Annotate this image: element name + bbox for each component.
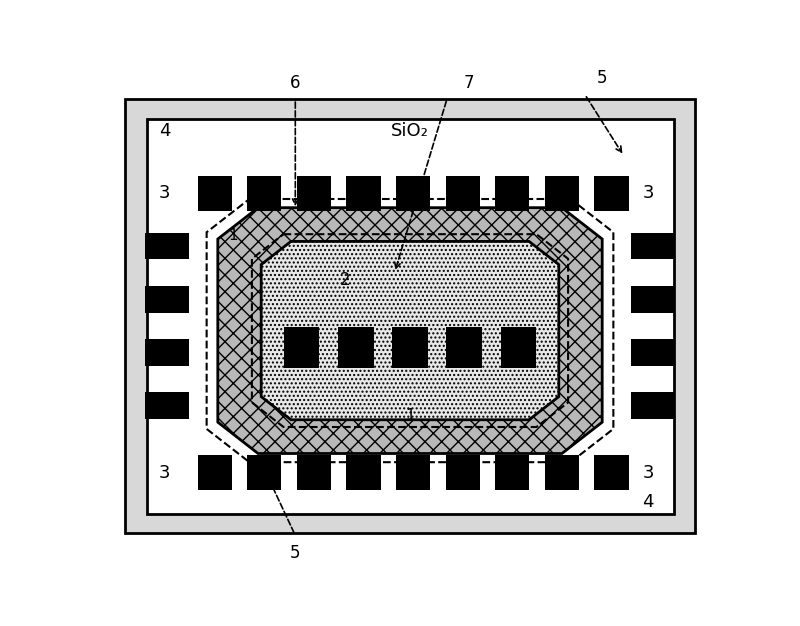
Text: 3: 3 [642, 464, 654, 482]
Bar [145, 286, 190, 312]
Text: 4: 4 [159, 121, 170, 140]
Bar [392, 327, 428, 368]
Text: 4: 4 [642, 493, 654, 511]
Bar [630, 339, 675, 366]
Text: 7: 7 [464, 74, 474, 92]
Text: 6: 6 [290, 74, 301, 92]
Bar [594, 176, 629, 210]
Bar [247, 176, 282, 210]
Bar [346, 456, 381, 490]
Bar [501, 327, 537, 368]
Polygon shape [262, 242, 558, 420]
Bar [495, 176, 530, 210]
Bar [495, 456, 530, 490]
Bar [630, 286, 675, 312]
Bar [297, 456, 331, 490]
Bar [396, 456, 430, 490]
Bar [545, 456, 579, 490]
Bar [198, 176, 232, 210]
Bar [396, 176, 430, 210]
Bar [346, 176, 381, 210]
Bar [630, 392, 675, 419]
Text: 5: 5 [597, 69, 607, 87]
Text: 1: 1 [405, 408, 415, 423]
Polygon shape [218, 208, 602, 453]
Bar [630, 233, 675, 260]
Bar [545, 176, 579, 210]
Bar [297, 176, 331, 210]
Bar [247, 456, 282, 490]
Bar [145, 392, 190, 419]
Text: 3: 3 [159, 464, 170, 482]
Text: 3: 3 [159, 184, 170, 202]
Text: 2: 2 [339, 271, 350, 289]
Bar [338, 327, 374, 368]
Text: SiO₂: SiO₂ [391, 121, 429, 140]
Bar [146, 118, 674, 514]
Bar [446, 327, 482, 368]
Bar [446, 176, 480, 210]
Text: 3: 3 [642, 184, 654, 202]
Bar [198, 456, 232, 490]
Bar [145, 233, 190, 260]
Bar [446, 456, 480, 490]
Text: 1: 1 [229, 228, 238, 243]
Bar [283, 327, 319, 368]
Text: 5: 5 [290, 543, 301, 562]
Bar [145, 339, 190, 366]
Bar [594, 456, 629, 490]
